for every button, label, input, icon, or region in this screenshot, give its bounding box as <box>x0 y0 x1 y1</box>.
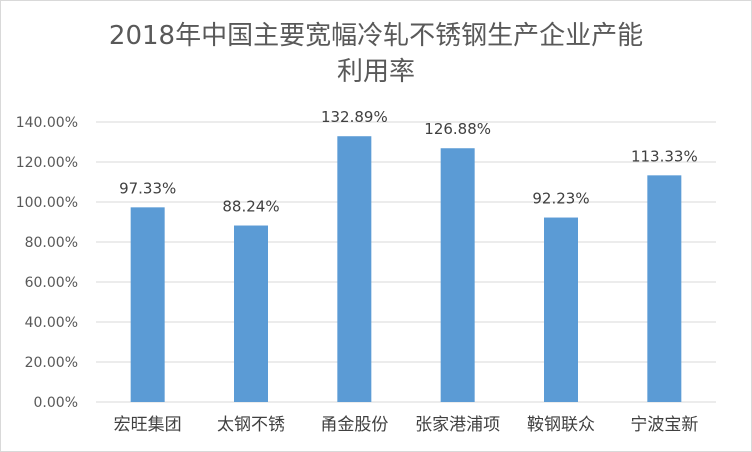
data-label: 88.24% <box>222 198 279 216</box>
x-axis-category-labels: 宏旺集团 太钢不锈 甬金股份 张家港浦项 鞍钢联众 宁波宝新 <box>114 415 699 435</box>
x-category-label: 甬金股份 <box>320 415 388 435</box>
bars <box>130 136 682 402</box>
chart-title-line2: 利用率 <box>336 57 415 87</box>
gridlines <box>96 121 716 403</box>
chart-title-line1: 2018年中国主要宽幅冷轧不锈钢生产企业产能 <box>108 21 644 51</box>
bar <box>647 175 682 402</box>
y-tick-label: 60.00% <box>25 275 78 291</box>
bar <box>337 136 372 402</box>
x-category-label: 宁波宝新 <box>630 415 698 435</box>
bar <box>130 207 165 402</box>
data-labels: 97.33% 88.24% 132.89% 126.88% 92.23% 113.33% <box>119 108 698 215</box>
y-tick-label: 80.00% <box>25 235 78 251</box>
x-category-label: 太钢不锈 <box>217 415 285 435</box>
y-tick-label: 40.00% <box>25 315 78 331</box>
y-axis-tick-labels: 0.00% 20.00% 40.00% 60.00% 80.00% 100.00% 120.… <box>16 115 78 411</box>
bar <box>544 217 578 402</box>
y-tick-label: 120.00% <box>16 155 78 171</box>
data-label: 92.23% <box>532 190 589 208</box>
y-tick-label: 100.00% <box>16 195 78 211</box>
y-tick-label: 0.00% <box>34 395 78 411</box>
y-tick-label: 140.00% <box>16 115 78 131</box>
x-category-label: 张家港浦项 <box>415 415 500 435</box>
chart-title: 2018年中国主要宽幅冷轧不锈钢生产企业产能 利用率 <box>0 18 752 90</box>
x-category-label: 宏旺集团 <box>114 415 182 435</box>
y-tick-label: 20.00% <box>25 355 78 371</box>
bar <box>234 225 268 402</box>
data-label: 97.33% <box>119 179 176 197</box>
x-category-label: 鞍钢联众 <box>527 415 595 435</box>
data-label: 113.33% <box>631 147 698 165</box>
data-label: 126.88% <box>424 120 491 138</box>
bar <box>440 148 475 402</box>
data-label: 132.89% <box>321 108 388 126</box>
